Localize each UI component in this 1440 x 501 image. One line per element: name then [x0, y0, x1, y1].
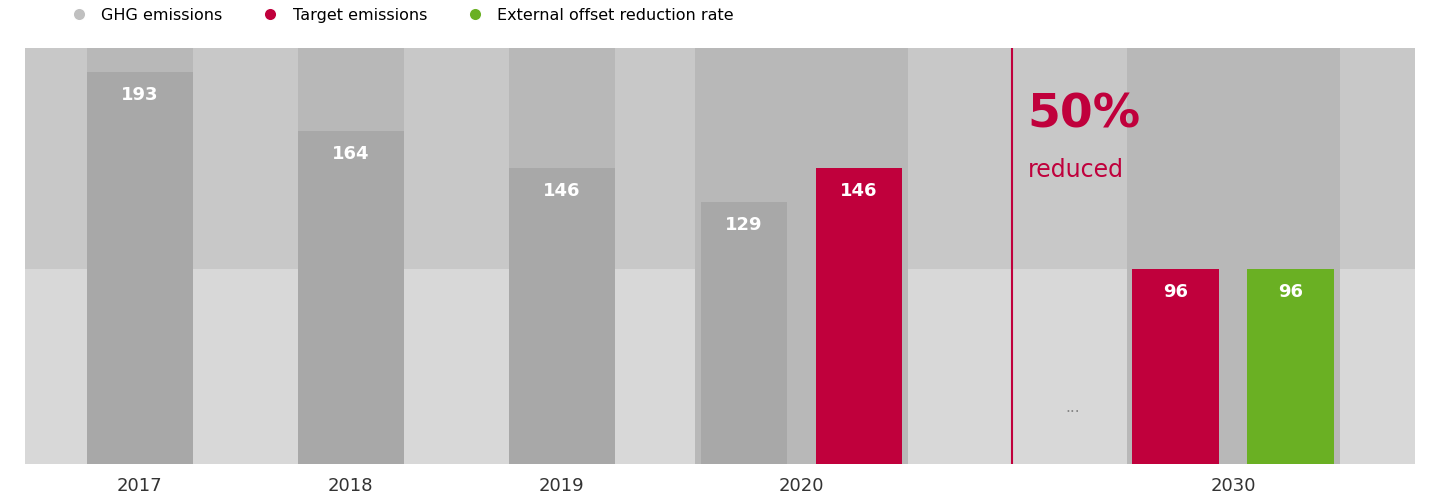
Bar: [298, 48, 403, 464]
Text: 129: 129: [726, 216, 763, 234]
Bar: [696, 48, 909, 464]
Text: 193: 193: [121, 86, 158, 104]
Bar: [86, 48, 193, 464]
Bar: [701, 202, 788, 464]
Bar: [1247, 269, 1333, 464]
Bar: [86, 72, 193, 464]
Bar: [1126, 48, 1339, 464]
Legend: GHG emissions, Target emissions, External offset reduction rate: GHG emissions, Target emissions, Externa…: [56, 2, 740, 30]
Text: 50%: 50%: [1028, 92, 1140, 137]
Bar: [508, 168, 615, 464]
Bar: [24, 269, 1416, 464]
Text: 146: 146: [841, 182, 878, 200]
Bar: [24, 48, 1416, 269]
Bar: [298, 131, 403, 464]
Text: 96: 96: [1279, 284, 1303, 302]
Text: 146: 146: [543, 182, 580, 200]
Bar: [1132, 269, 1218, 464]
Text: reduced: reduced: [1028, 158, 1123, 182]
Text: ...: ...: [1066, 400, 1080, 415]
Text: 96: 96: [1164, 284, 1188, 302]
Bar: [508, 48, 615, 464]
Bar: [816, 168, 903, 464]
Text: 164: 164: [333, 145, 370, 163]
